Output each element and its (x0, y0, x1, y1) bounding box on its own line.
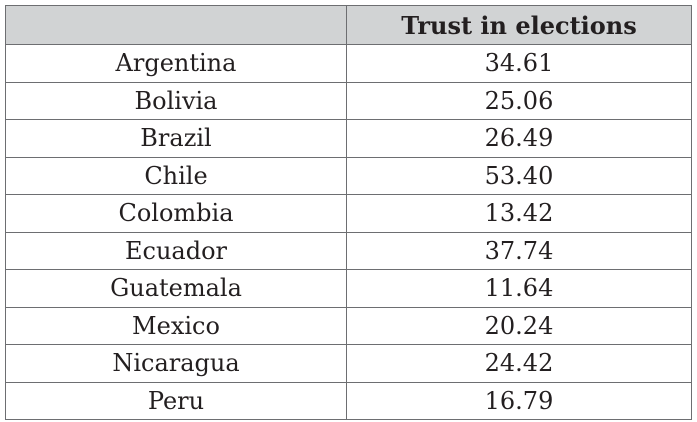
country-cell: Ecuador (5, 231, 347, 270)
table-row: Chile 53.40 (5, 156, 692, 195)
trust-in-elections-table: Trust in elections Argentina 34.61 Boliv… (5, 5, 692, 420)
value-cell: 25.06 (346, 81, 692, 120)
value-cell: 26.49 (346, 119, 692, 158)
value-cell: 20.24 (346, 306, 692, 345)
value-cell: 16.79 (346, 381, 692, 420)
country-cell: Brazil (5, 119, 347, 158)
country-cell: Chile (5, 156, 347, 195)
table-row: Brazil 26.49 (5, 119, 692, 158)
table-row: Peru 16.79 (5, 381, 692, 420)
value-cell: 24.42 (346, 344, 692, 383)
table-row: Mexico 20.24 (5, 306, 692, 345)
value-cell: 37.74 (346, 231, 692, 270)
table-row: Ecuador 37.74 (5, 231, 692, 270)
country-cell: Nicaragua (5, 344, 347, 383)
header-country (5, 5, 347, 45)
country-cell: Guatemala (5, 269, 347, 308)
header-row: Trust in elections (5, 5, 692, 45)
table-row: Bolivia 25.06 (5, 81, 692, 120)
value-cell: 34.61 (346, 44, 692, 83)
value-cell: 13.42 (346, 194, 692, 233)
data-table-container: Trust in elections Argentina 34.61 Boliv… (5, 5, 692, 420)
table-row: Guatemala 11.64 (5, 269, 692, 308)
country-cell: Bolivia (5, 81, 347, 120)
country-cell: Argentina (5, 44, 347, 83)
country-cell: Mexico (5, 306, 347, 345)
header-trust-in-elections: Trust in elections (346, 5, 692, 45)
country-cell: Peru (5, 381, 347, 420)
value-cell: 53.40 (346, 156, 692, 195)
country-cell: Colombia (5, 194, 347, 233)
table-row: Nicaragua 24.42 (5, 344, 692, 383)
value-cell: 11.64 (346, 269, 692, 308)
table-row: Colombia 13.42 (5, 194, 692, 233)
table-row: Argentina 34.61 (5, 44, 692, 83)
